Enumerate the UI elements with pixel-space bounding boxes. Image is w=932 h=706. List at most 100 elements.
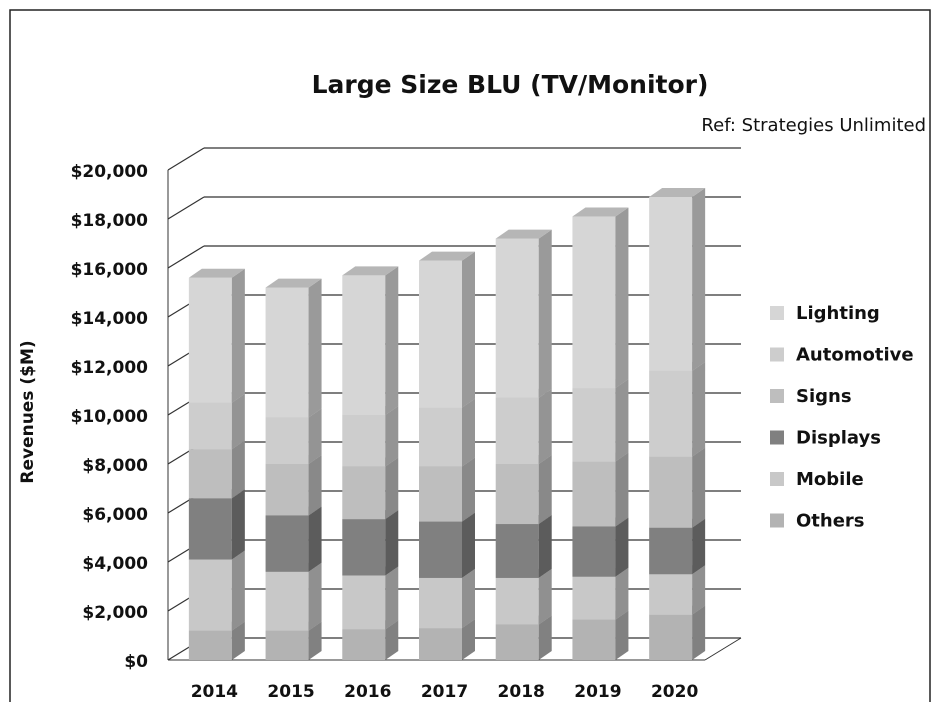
y-tick-label: $12,000 [71, 358, 149, 378]
bar-segment [649, 527, 693, 575]
bar-segment [495, 397, 539, 464]
bar-segment [419, 577, 462, 629]
bar-side [462, 398, 475, 467]
bar-segment [188, 559, 232, 631]
bar-segment [265, 287, 309, 418]
legend-swatch [770, 306, 784, 320]
bar-side [385, 510, 399, 576]
bar-side [538, 455, 552, 525]
bar-segment [342, 275, 386, 415]
bar-side [308, 562, 322, 631]
bar-side [462, 512, 475, 578]
bar-segment [649, 614, 693, 660]
legend-label: Mobile [796, 469, 864, 490]
legend-label: Signs [796, 386, 852, 407]
bar-segment [188, 449, 232, 499]
y-tick-label: $6,000 [82, 505, 148, 525]
bar-top [265, 278, 322, 288]
annotation: Ref: Strategies Unlimited [701, 115, 926, 136]
bar-top [342, 266, 399, 276]
bar-side [231, 550, 245, 631]
bar-side [308, 621, 322, 660]
bar-side [538, 615, 552, 660]
bar-segment [649, 370, 693, 457]
bar-segment [649, 196, 693, 371]
y-tick-label: $10,000 [71, 407, 149, 427]
bar-side [692, 361, 706, 457]
bar-segment [572, 216, 616, 389]
y-tick-label: $16,000 [71, 260, 149, 280]
bar-side [615, 207, 629, 389]
bar-segment [572, 619, 616, 660]
x-tick-label: 2018 [498, 682, 545, 702]
bar-side [231, 489, 245, 560]
bar-segment [495, 238, 539, 398]
bar-segment [495, 577, 539, 625]
bar-segment [572, 388, 616, 462]
legend-swatch [770, 472, 784, 486]
y-tick-label: $8,000 [82, 456, 148, 476]
bar-segment [188, 498, 232, 560]
bar-segment [188, 630, 232, 660]
legend-label: Others [796, 511, 865, 532]
bar-side [615, 517, 629, 577]
bar-side [308, 506, 322, 572]
bar-top [495, 229, 552, 239]
bar-side [538, 229, 552, 398]
bar-segment [649, 574, 693, 615]
bar-segment [342, 415, 386, 467]
bar-side [308, 408, 322, 464]
x-tick-label: 2014 [191, 682, 238, 702]
bar-side [615, 379, 629, 462]
x-tick-label: 2015 [267, 682, 314, 702]
y-tick-label: $0 [124, 652, 148, 672]
bar-side [385, 457, 399, 520]
bar-top [188, 268, 245, 278]
bar-side [615, 610, 629, 660]
bar-side [692, 605, 706, 660]
bar-segment [419, 260, 462, 408]
bar-side [385, 406, 399, 467]
legend-swatch [770, 513, 784, 528]
bar-segment [572, 461, 616, 527]
bar-side [538, 568, 552, 625]
bar-side [385, 266, 399, 415]
bar-segment [342, 519, 386, 576]
bar-segment [265, 515, 309, 572]
bar-segment [265, 630, 309, 660]
legend-label: Displays [796, 428, 881, 449]
bar-side [615, 452, 629, 527]
x-tick-label: 2017 [421, 682, 468, 702]
y-tick-label: $20,000 [71, 162, 149, 182]
legend-label: Lighting [796, 303, 880, 324]
chart-title: Large Size BLU (TV/Monitor) [312, 70, 709, 99]
bar-side [538, 515, 552, 578]
x-tick-label: 2020 [651, 682, 698, 702]
bar-segment [495, 524, 539, 578]
bar-segment [342, 629, 386, 660]
legend-label: Automotive [796, 345, 914, 366]
bar-segment [572, 576, 616, 620]
bar-top [649, 187, 706, 197]
x-tick-label: 2019 [574, 682, 621, 702]
legend-swatch [770, 389, 784, 403]
bar-segment [419, 521, 462, 578]
bar-side [462, 619, 475, 660]
bar-segment [419, 466, 462, 522]
legend-swatch [770, 347, 784, 362]
bar-segment [649, 456, 693, 528]
bar-top [419, 251, 475, 261]
bar-side [692, 565, 706, 615]
bar-side [462, 251, 475, 408]
grid-line [167, 196, 205, 220]
grid-line [167, 147, 205, 171]
y-tick-label: $18,000 [71, 211, 149, 231]
bar-segment [188, 277, 232, 403]
bar-side [231, 268, 245, 403]
x-tick-label: 2016 [344, 682, 391, 702]
legend-swatch [770, 430, 784, 445]
grid-line [167, 245, 205, 269]
bar-segment [188, 402, 232, 450]
bar-side [308, 455, 322, 516]
